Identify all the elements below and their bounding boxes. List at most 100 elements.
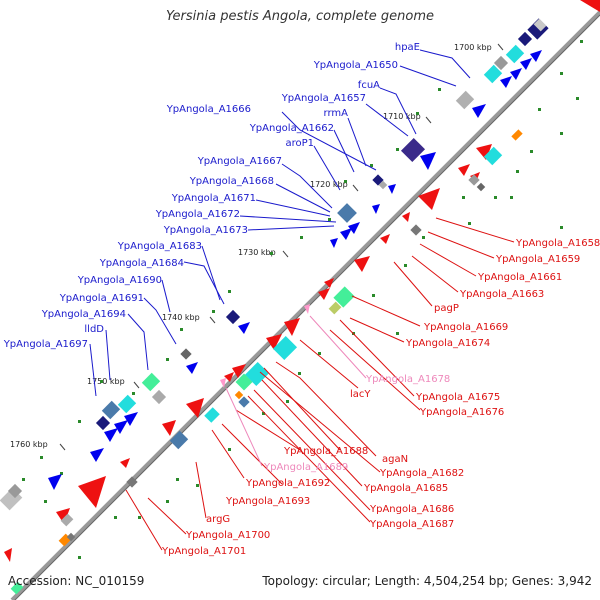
gene-block-gray <box>533 18 547 32</box>
gene-label: lacY <box>350 389 371 400</box>
gene-arrow-red <box>580 0 600 12</box>
leader-line <box>365 103 409 137</box>
gene-label: YpAngola_A1694 <box>41 309 126 320</box>
dot <box>372 294 375 297</box>
tick-labels: 1700 kbp 1710 kbp 1720 kbp 1730 kbp 1740… <box>10 43 492 449</box>
leader-line <box>225 387 263 467</box>
gene-block-steel <box>101 400 121 420</box>
dot <box>262 412 265 415</box>
gene-block-gray <box>476 182 486 192</box>
gene-block-purple <box>400 137 426 163</box>
dot <box>196 484 199 487</box>
gene-block-cyan <box>117 394 137 414</box>
dot <box>78 556 81 559</box>
gene-arrow-red <box>56 508 70 524</box>
dot <box>180 328 183 331</box>
leader-line <box>419 49 471 79</box>
dot <box>468 222 471 225</box>
gene-arrow-pink <box>220 378 226 388</box>
gene-label: YpAngola_A1661 <box>477 272 562 283</box>
leader-line <box>339 319 415 397</box>
gene-arrow-pink <box>304 304 310 314</box>
gene-label: YpAngola_A1689 <box>263 462 348 473</box>
leader-line <box>195 461 207 519</box>
gene-label: agaN <box>382 454 408 465</box>
leader-line <box>349 317 405 343</box>
dot <box>212 310 215 313</box>
leader-line <box>211 429 245 479</box>
gene-arrow-blue <box>124 412 138 426</box>
gene-block-gray <box>493 55 509 71</box>
gene-label: YpAngola_A1690 <box>77 275 162 286</box>
leader-line <box>259 371 381 473</box>
leader-line <box>411 255 459 293</box>
leader-line <box>393 261 433 307</box>
gene-arrow-red <box>318 288 330 300</box>
leader-line <box>253 389 371 511</box>
dot <box>60 472 63 475</box>
dot <box>370 164 373 167</box>
gene-block-gray <box>7 483 23 499</box>
gene-label: YpAngola_A1684 <box>99 258 184 269</box>
pale-leader-lines <box>225 315 367 467</box>
gene-arrow-blue <box>388 184 396 194</box>
gene-label: YpAngola_A1662 <box>249 123 334 134</box>
gene-arrow-red <box>162 420 176 436</box>
dot <box>138 516 141 519</box>
gene-label: YpAngola_A1700 <box>185 530 270 541</box>
gene-label: YpAngola_A1668 <box>189 176 274 187</box>
leader-line <box>275 361 377 457</box>
gene-label: YpAngola_A1693 <box>225 496 310 507</box>
gene-label: YpAngola_A1673 <box>163 225 248 236</box>
dot <box>560 226 563 229</box>
gene-arrow-red <box>120 458 130 468</box>
dot <box>560 72 563 75</box>
leader-line <box>399 65 457 87</box>
gene-arrow-blue <box>90 448 104 462</box>
leader-line <box>351 295 421 327</box>
dot <box>404 264 407 267</box>
gene-block-gray <box>378 180 388 190</box>
gene-arrow-red <box>402 212 410 222</box>
gene-label: YpAngola_A1672 <box>155 209 240 220</box>
gene-label: YpAngola_A1671 <box>171 193 256 204</box>
leader-line <box>161 279 171 313</box>
gene-label: YpAngola_A1686 <box>369 504 454 515</box>
dot-track <box>22 40 583 559</box>
gene-block-steel <box>337 203 357 223</box>
gene-block-steel <box>169 430 189 450</box>
gene-label: lldD <box>84 324 104 335</box>
leader-line <box>143 297 177 345</box>
gene-label: aroP1 <box>285 138 314 149</box>
gene-block-cyan <box>483 146 503 166</box>
gene-arrow-red <box>266 334 282 350</box>
gene-arrow-blue <box>510 68 522 80</box>
dot <box>462 196 465 199</box>
gene-label: YpAngola_A1657 <box>281 93 366 104</box>
gene-block-mint <box>333 286 355 308</box>
gene-label: YpAngola_A1678 <box>365 374 450 385</box>
dot <box>516 170 519 173</box>
gene-block-cyan <box>204 407 220 423</box>
leader-line <box>329 329 421 411</box>
dot <box>114 516 117 519</box>
reverse-features <box>4 0 600 595</box>
tick-mark <box>133 381 140 389</box>
leader-line <box>419 243 477 277</box>
leader-line <box>275 183 331 213</box>
gene-arrow-red <box>284 318 300 336</box>
gene-arrow-red <box>224 372 234 382</box>
leader-line <box>347 117 367 167</box>
genome-summary: Topology: circular; Length: 4,504,254 bp… <box>262 574 592 588</box>
tick-mark <box>497 43 504 51</box>
leader-line <box>313 145 341 191</box>
gene-block-olive <box>328 301 342 315</box>
gene-block-cyan <box>483 64 503 84</box>
gene-arrow-red <box>380 234 390 244</box>
forward-leader-lines <box>89 49 471 397</box>
tick-mark <box>352 184 359 192</box>
tick-label: 1750 kbp <box>87 377 125 386</box>
dot <box>78 420 81 423</box>
forward-features <box>0 18 549 511</box>
reverse-leader-lines <box>125 217 515 551</box>
